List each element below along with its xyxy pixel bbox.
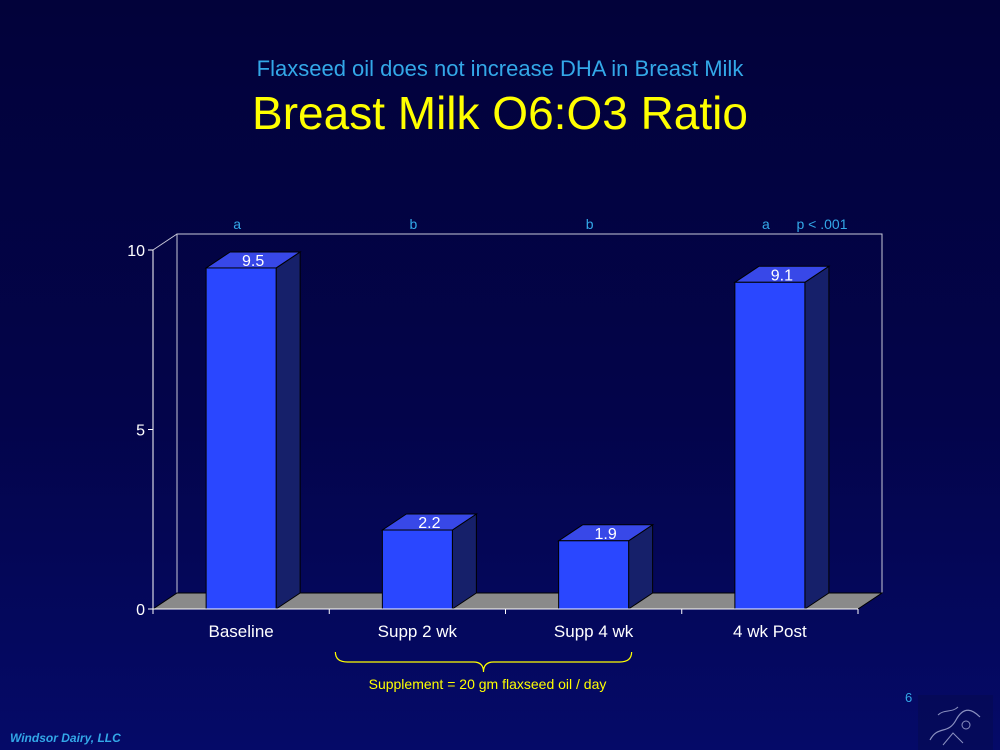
significance-letter: b xyxy=(409,216,417,232)
bar xyxy=(380,513,479,610)
y-tick-label: 10 xyxy=(127,243,145,260)
data-label: 9.1 xyxy=(771,267,793,284)
company-name: Windsor Dairy, LLC xyxy=(10,731,121,745)
bar xyxy=(733,265,831,610)
page-number: 6 xyxy=(905,690,913,705)
data-label: 1.9 xyxy=(595,526,617,543)
data-label: 2.2 xyxy=(418,515,440,532)
supplement-annotation: Supplement = 20 gm flaxseed oil / day xyxy=(369,676,607,692)
significance-letter: a xyxy=(233,216,241,232)
supplement-brace xyxy=(334,651,633,673)
x-tick-label: Baseline xyxy=(209,622,274,641)
y-tick-label: 0 xyxy=(136,602,145,619)
bar-front xyxy=(558,540,630,610)
bar-side xyxy=(451,513,477,610)
bar-side xyxy=(275,251,301,610)
bar xyxy=(556,523,655,610)
p-value-label: p < .001 xyxy=(797,216,848,232)
bar-side xyxy=(804,265,830,610)
bar xyxy=(204,251,302,610)
y-tick-label: 5 xyxy=(136,423,145,440)
bar-front xyxy=(734,281,806,610)
data-label: 9.5 xyxy=(242,253,264,270)
significance-letter: b xyxy=(586,216,594,232)
significance-letter: a xyxy=(762,216,770,232)
slide-title: Breast Milk O6:O3 Ratio xyxy=(252,87,748,139)
bar-front xyxy=(381,529,453,610)
bar-front xyxy=(205,267,277,610)
plot-left-top-edge xyxy=(152,233,178,251)
x-tick-label: Supp 4 wk xyxy=(554,622,634,641)
x-tick-label: Supp 2 wk xyxy=(378,622,458,641)
x-tick-label: 4 wk Post xyxy=(733,622,807,641)
slide-subtitle: Flaxseed oil does not increase DHA in Br… xyxy=(256,56,744,81)
logo-icon xyxy=(918,695,993,750)
